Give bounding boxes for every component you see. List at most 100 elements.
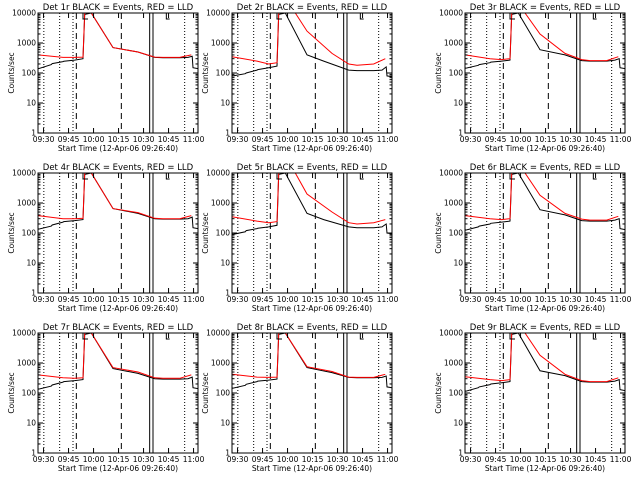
panel-title: Det 1r BLACK = Events, RED = LLD <box>43 3 194 13</box>
x-tick-label: 10:00 <box>510 295 532 304</box>
y-tick-label: 10 <box>220 99 230 108</box>
interval-bracket <box>165 333 170 340</box>
events-series-line <box>38 13 198 70</box>
events-series-line <box>38 333 198 390</box>
x-tick-label: 10:30 <box>327 295 349 304</box>
y-tick-label: 100 <box>216 389 231 398</box>
y-tick-label: 1000 <box>17 39 36 48</box>
axes-frame <box>231 172 393 294</box>
events-series-line <box>232 13 392 78</box>
y-tick-label: 10 <box>26 259 36 268</box>
y-tick-label: 10 <box>453 259 463 268</box>
y-axis-label: Counts/sec <box>201 212 210 253</box>
y-tick-label: 1000 <box>444 39 463 48</box>
x-tick-label: 10:15 <box>302 295 324 304</box>
y-tick-label: 10000 <box>12 169 36 178</box>
detector-panel: Det 7r BLACK = Events, RED = LLD 1 10 100 10… <box>7 323 205 473</box>
x-tick-label: 09:45 <box>58 135 80 144</box>
x-tick-label: 09:45 <box>58 295 80 304</box>
plot-area <box>38 13 198 133</box>
lld-series-line <box>38 173 192 220</box>
x-tick-label: 10:30 <box>560 455 582 464</box>
x-tick-label: 10:45 <box>585 295 607 304</box>
y-tick-label: 1000 <box>444 199 463 208</box>
y-tick-label: 1000 <box>211 359 230 368</box>
interval-bracket <box>359 173 364 180</box>
y-tick-label: 10000 <box>206 169 230 178</box>
x-tick-label: 10:30 <box>133 455 155 464</box>
events-series-line <box>465 13 625 70</box>
x-tick-label: 09:45 <box>252 295 274 304</box>
y-tick-label: 10000 <box>439 329 463 338</box>
events-series-line <box>465 173 625 231</box>
x-tick-label: 10:15 <box>108 295 130 304</box>
x-tick-label: 10:15 <box>302 135 324 144</box>
x-tick-label: 10:45 <box>352 135 374 144</box>
panel-title: Det 3r BLACK = Events, RED = LLD <box>470 3 621 13</box>
x-axis-label: Start Time (12-Apr-06 09:26:40) <box>485 464 605 473</box>
y-tick-label: 1000 <box>444 359 463 368</box>
x-tick-label: 11:00 <box>183 455 205 464</box>
x-tick-label: 10:15 <box>302 455 324 464</box>
axes-frame <box>231 332 393 454</box>
interval-bracket <box>82 333 88 340</box>
y-tick-label: 1000 <box>17 359 36 368</box>
y-tick-label: 100 <box>449 389 464 398</box>
x-tick-label: 10:00 <box>83 135 105 144</box>
x-axis-label: Start Time (12-Apr-06 09:26:40) <box>58 464 178 473</box>
detector-panel: Det 3r BLACK = Events, RED = LLD 1 10 100 10… <box>434 3 632 153</box>
panel-title: Det 7r BLACK = Events, RED = LLD <box>43 323 194 333</box>
x-tick-label: 10:15 <box>535 135 557 144</box>
x-tick-label: 10:00 <box>510 135 532 144</box>
x-axis-label: Start Time (12-Apr-06 09:26:40) <box>485 144 605 153</box>
y-axis-label: Counts/sec <box>201 52 210 93</box>
x-tick-label: 09:30 <box>227 295 249 304</box>
y-tick-label: 1 <box>458 289 463 298</box>
detector-panel: Det 5r BLACK = Events, RED = LLD 1 10 100 10… <box>201 163 399 313</box>
x-tick-label: 10:45 <box>352 455 374 464</box>
y-tick-label: 100 <box>449 69 464 78</box>
interval-bracket <box>359 333 364 340</box>
panel-title: Det 8r BLACK = Events, RED = LLD <box>237 323 388 333</box>
x-tick-label: 10:30 <box>133 295 155 304</box>
y-axis-label: Counts/sec <box>7 52 16 93</box>
y-tick-label: 10 <box>26 99 36 108</box>
x-tick-label: 10:00 <box>510 455 532 464</box>
axes-frame <box>464 332 626 454</box>
y-tick-label: 100 <box>22 389 37 398</box>
x-tick-label: 09:30 <box>33 135 55 144</box>
panel-title: Det 2r BLACK = Events, RED = LLD <box>237 3 388 13</box>
y-tick-label: 10 <box>220 259 230 268</box>
y-axis-label: Counts/sec <box>7 212 16 253</box>
panel-title: Det 4r BLACK = Events, RED = LLD <box>43 163 194 173</box>
x-tick-label: 10:45 <box>585 135 607 144</box>
y-tick-label: 1000 <box>211 39 230 48</box>
interval-bracket <box>509 333 515 340</box>
y-tick-label: 10000 <box>206 329 230 338</box>
interval-bracket <box>509 13 515 20</box>
detector-panel: Det 1r BLACK = Events, RED = LLD 1 10 100 10… <box>7 3 205 153</box>
axes-frame <box>464 12 626 134</box>
y-axis-label: Counts/sec <box>201 372 210 413</box>
x-axis-label: Start Time (12-Apr-06 09:26:40) <box>58 304 178 313</box>
x-tick-label: 10:00 <box>277 295 299 304</box>
axes-frame <box>37 332 199 454</box>
detector-panel: Det 2r BLACK = Events, RED = LLD 1 10 100 10… <box>201 3 399 153</box>
x-tick-label: 11:00 <box>377 135 399 144</box>
events-series-line <box>465 333 625 392</box>
y-tick-label: 1 <box>31 129 36 138</box>
events-series-line <box>38 173 198 230</box>
detector-panel: Det 8r BLACK = Events, RED = LLD 1 10 100 10… <box>201 323 399 473</box>
detector-panel: Det 6r BLACK = Events, RED = LLD 1 10 100 10… <box>434 163 632 313</box>
y-tick-label: 1 <box>225 289 230 298</box>
interval-bracket <box>592 13 597 20</box>
y-tick-label: 10000 <box>206 9 230 18</box>
lld-series-line <box>38 13 192 58</box>
y-tick-label: 10 <box>26 419 36 428</box>
x-tick-label: 11:00 <box>377 455 399 464</box>
plot-area <box>38 333 198 453</box>
plot-area <box>465 13 625 133</box>
x-tick-label: 10:30 <box>327 455 349 464</box>
x-tick-label: 09:30 <box>460 295 482 304</box>
x-axis-label: Start Time (12-Apr-06 09:26:40) <box>485 304 605 313</box>
